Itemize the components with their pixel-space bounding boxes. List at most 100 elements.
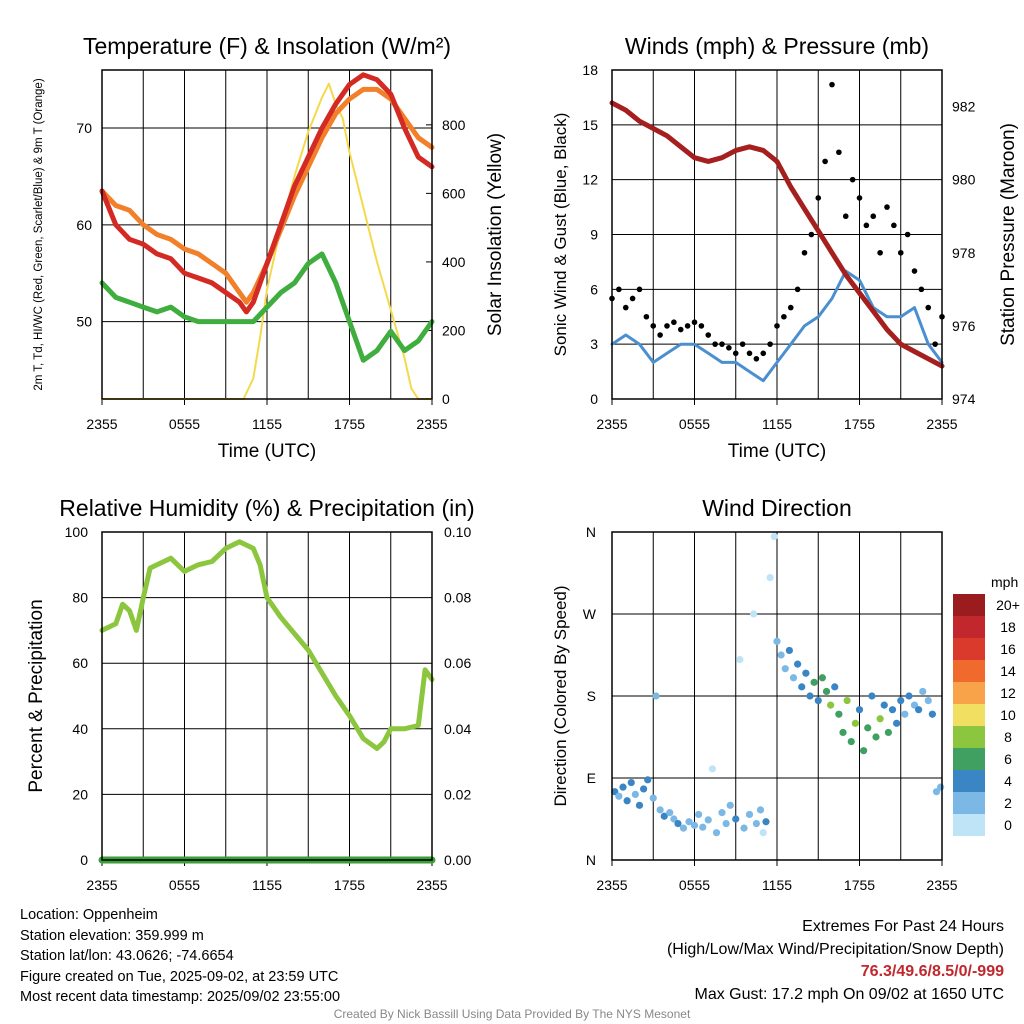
- wind-direction-point: [851, 719, 859, 727]
- colorbar-label: 6: [1004, 751, 1012, 767]
- gust-point: [726, 345, 732, 351]
- wind-direction-point: [619, 783, 627, 791]
- plot-frame: [611, 531, 943, 861]
- gust-point: [808, 231, 815, 238]
- wind-direction-point: [919, 687, 927, 696]
- wind-direction-point: [660, 812, 668, 820]
- credit-text: Created By Nick Bassill Using Data Provi…: [333, 1007, 691, 1021]
- x-tick-label: 0555: [169, 416, 200, 432]
- y-tick-label: N: [586, 852, 596, 868]
- wind-direction-point: [794, 660, 802, 668]
- wind-direction-point: [712, 829, 721, 837]
- x-tick-label: 2355: [596, 416, 627, 432]
- panel-title: Winds (mph) & Pressure (mb): [625, 33, 929, 59]
- wind-direction-point: [905, 692, 913, 700]
- colorbar-label: 16: [1000, 641, 1016, 657]
- wind-direction-point: [704, 816, 712, 824]
- y-tick-label: 0: [80, 852, 88, 868]
- y-tick-label: E: [587, 770, 596, 786]
- x-tick-label: 2355: [926, 877, 957, 893]
- gust-point: [856, 195, 863, 201]
- wind-direction-point: [750, 610, 758, 618]
- dewpoint-line: [99, 251, 435, 363]
- wind-direction-point: [789, 674, 798, 682]
- plot-frame: [611, 69, 943, 400]
- gust-point: [671, 319, 677, 326]
- wind-direction-point: [910, 701, 919, 709]
- gust-point: [884, 204, 890, 210]
- y-right-tick-label: 978: [952, 245, 976, 261]
- y-tick-label: 60: [76, 217, 92, 233]
- colorbar-swatch: [953, 814, 985, 836]
- wind-direction-point: [880, 701, 888, 709]
- gust-point: [622, 304, 629, 311]
- colorbar-label: 0: [1004, 817, 1012, 833]
- gust-point: [636, 286, 643, 293]
- x-tick-label: 1755: [844, 416, 875, 432]
- gust-point: [781, 313, 787, 320]
- gust-point: [650, 323, 657, 329]
- colorbar-swatch: [953, 748, 985, 770]
- colorbar-label: 20+: [996, 597, 1020, 613]
- gust-point: [787, 304, 794, 311]
- gust-point: [746, 350, 753, 357]
- colorbar-swatch: [953, 660, 985, 682]
- colorbar-swatch: [953, 638, 985, 660]
- wind-direction-point: [839, 728, 847, 737]
- y-tick-label: 20: [72, 786, 88, 802]
- gust-point: [863, 222, 870, 229]
- y-tick-label: 40: [72, 721, 88, 737]
- colorbar-label: 2: [1004, 795, 1012, 811]
- y-axis-label: Sonic Wind & Gust (Blue, Black): [551, 113, 570, 357]
- x-tick-label: 1155: [252, 877, 282, 893]
- gust-point: [918, 286, 925, 293]
- wind-direction-point: [708, 765, 716, 773]
- gust-point: [904, 231, 911, 238]
- wind-direction-point: [685, 818, 693, 826]
- wind-direction-point: [627, 778, 635, 787]
- gust-point: [643, 313, 650, 320]
- y-right-tick-label: 200: [442, 322, 466, 338]
- panel-title: Relative Humidity (%) & Precipitation (i…: [59, 495, 474, 521]
- wind-direction-point: [785, 646, 793, 655]
- wind-direction-point: [798, 683, 806, 691]
- x-axis-label: Time (UTC): [218, 441, 317, 462]
- y-right-tick-label: 600: [442, 185, 466, 201]
- colorbar-swatch: [953, 726, 985, 748]
- wind-direction-point: [855, 706, 864, 714]
- wind-direction-point: [937, 783, 945, 791]
- x-tick-label: 0555: [679, 416, 710, 432]
- x-tick-label: 1755: [844, 877, 875, 893]
- gust-point: [836, 149, 842, 156]
- gust-point: [739, 341, 746, 347]
- gust-point: [815, 195, 822, 201]
- gust-point: [767, 341, 773, 347]
- wind-direction-point: [876, 715, 884, 723]
- y-right-tick-label: 400: [442, 254, 466, 270]
- gust-point: [801, 249, 808, 256]
- wind-direction-point: [656, 806, 664, 814]
- colorbar-swatch: [953, 682, 985, 704]
- colorbar-label: 10: [1000, 707, 1016, 723]
- gust-point: [870, 213, 877, 220]
- gust-point: [911, 268, 918, 274]
- elevation-text: Station elevation: 359.999 m: [20, 927, 204, 944]
- wind-direction-point: [806, 692, 814, 700]
- plot-frame: [101, 531, 433, 861]
- wind-direction-point: [722, 819, 730, 828]
- x-tick-label: 2355: [86, 877, 117, 893]
- y-right-tick-label: 800: [442, 117, 466, 133]
- gust-point: [925, 304, 932, 311]
- colorbar-label: 14: [1000, 663, 1016, 679]
- gust-point: [698, 323, 705, 329]
- x-tick-label: 2355: [416, 877, 447, 893]
- y-right-tick-label: 974: [952, 391, 976, 407]
- wind-direction-point: [893, 719, 901, 727]
- wind-direction-point: [740, 824, 748, 832]
- colorbar-swatch: [953, 792, 985, 814]
- wind-direction-point: [635, 801, 644, 809]
- y-right-tick-label: 0.08: [444, 590, 471, 606]
- station-info: Location: Oppenheim Station elevation: 3…: [20, 905, 340, 1008]
- y-tick-label: 60: [72, 655, 88, 671]
